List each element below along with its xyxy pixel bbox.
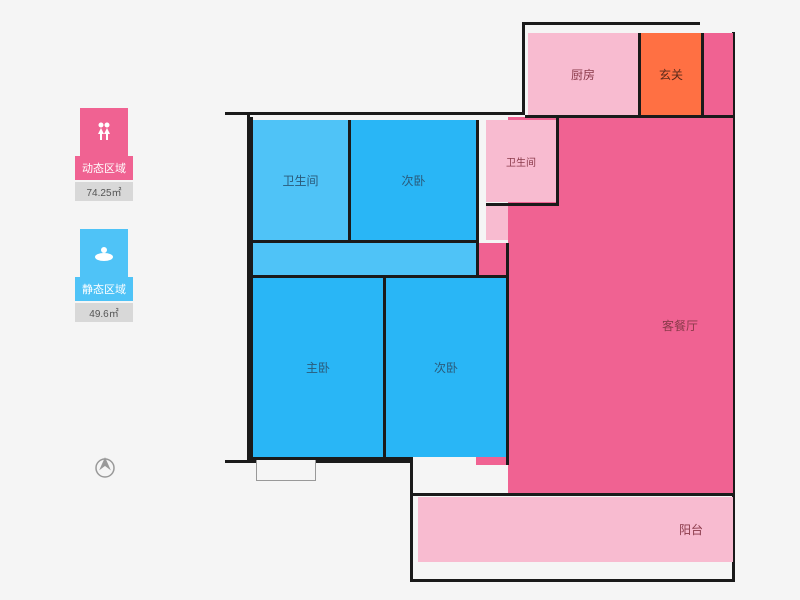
cutout-top xyxy=(225,22,525,115)
room-hallway xyxy=(253,243,476,275)
static-zone-value: 49.6㎡ xyxy=(75,303,133,322)
balcony-label: 阳台 xyxy=(679,521,703,538)
wall-h6 xyxy=(253,457,413,460)
room-bedroom2b: 次卧 xyxy=(386,277,506,457)
living-label: 客餐厅 xyxy=(662,317,698,334)
bedroom2a-label: 次卧 xyxy=(401,172,425,189)
bedroom2b-label: 次卧 xyxy=(434,359,458,376)
entrance-passage xyxy=(701,33,733,115)
room-master: 主卧 xyxy=(253,277,383,457)
bathroom2-lower xyxy=(486,205,508,240)
legend-panel: 动态区域 74.25㎡ 静态区域 49.6㎡ xyxy=(75,108,133,350)
wall-left xyxy=(250,117,253,460)
room-kitchen: 厨房 xyxy=(528,33,638,115)
entrance-label: 玄关 xyxy=(659,66,683,83)
bathroom2-label: 卫生间 xyxy=(506,154,536,169)
static-zone-label: 静态区域 xyxy=(75,277,133,301)
dynamic-zone-label: 动态区域 xyxy=(75,156,133,180)
left-edge xyxy=(225,115,250,460)
dynamic-zone-value: 74.25㎡ xyxy=(75,182,133,201)
wall-h5 xyxy=(413,493,733,496)
room-bathroom1: 卫生间 xyxy=(253,120,348,240)
room-bedroom2a: 次卧 xyxy=(351,120,476,240)
wall-v5 xyxy=(556,117,559,205)
dynamic-zone-icon xyxy=(80,108,128,156)
kitchen-label: 厨房 xyxy=(571,66,595,83)
bathroom1-label: 卫生间 xyxy=(282,172,318,189)
wall-h3 xyxy=(486,203,559,206)
legend-static: 静态区域 49.6㎡ xyxy=(75,229,133,322)
wall-h2 xyxy=(253,275,509,278)
room-balcony: 阳台 xyxy=(418,497,733,562)
master-label: 主卧 xyxy=(306,359,330,376)
room-bathroom2: 卫生间 xyxy=(486,120,556,202)
static-zone-icon xyxy=(80,229,128,277)
window-bottom xyxy=(256,459,316,481)
wall-v1 xyxy=(348,120,351,240)
wall-h1 xyxy=(253,240,478,243)
wall-v6 xyxy=(638,33,641,115)
wall-v7 xyxy=(701,33,704,115)
wall-v3 xyxy=(383,277,386,457)
wall-v2 xyxy=(476,120,479,275)
floorplan-container: 客餐厅 厨房 玄关 卫生间 次卧 卫生间 主卧 次卧 阳台 xyxy=(225,22,735,582)
legend-dynamic: 动态区域 74.25㎡ xyxy=(75,108,133,201)
room-entrance: 玄关 xyxy=(641,33,701,115)
compass-icon xyxy=(90,450,120,480)
cutout-tr xyxy=(700,22,735,32)
cutout-bottom xyxy=(225,460,413,582)
